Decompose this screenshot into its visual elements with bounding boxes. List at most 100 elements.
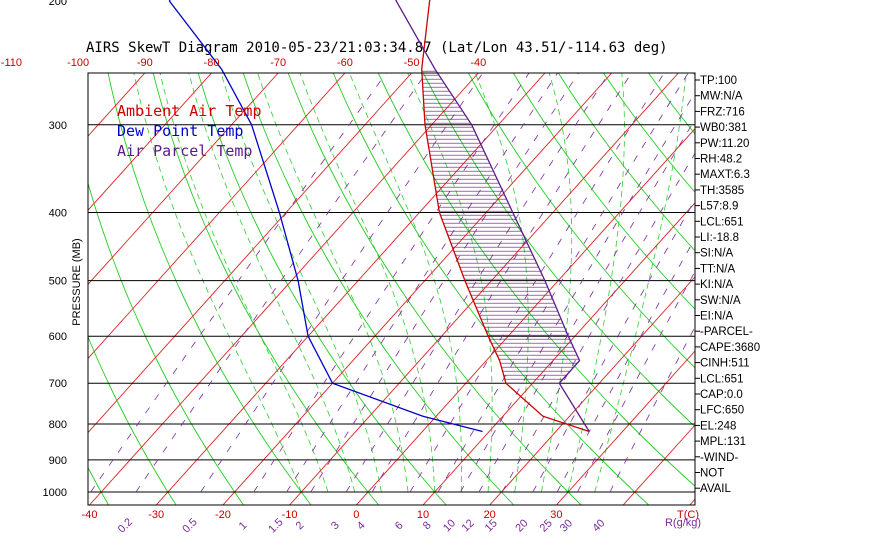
bottom-temp-tick-label: -40 [82, 509, 98, 521]
mixing-ratio-tick-label: 20 [513, 517, 530, 534]
mixing-ratio-tick-label: 0.5 [180, 516, 199, 535]
index-label: MAXT:6.3 [700, 169, 750, 181]
bottom-temp-tick-label: 10 [417, 509, 429, 521]
dry-adiabat-line [88, 335, 177, 505]
index-label: FRZ:716 [700, 106, 745, 118]
grid-layer [0, 73, 870, 505]
mixing-ratio-line [460, 92, 695, 493]
moist-adiabat-line [349, 73, 463, 492]
stability-indices: TP:100 MW:N/A FRZ:716 WB0:381 PW:11.20 RH:48.… [695, 75, 760, 495]
top-temp-tick-label: -50 [404, 57, 420, 69]
index-label: MPL:131 [700, 436, 746, 448]
isotherm-line [88, 73, 279, 286]
isotherm-line [422, 202, 695, 505]
index-label: LFC:650 [700, 405, 744, 417]
mixing-ratio-line [501, 152, 695, 493]
index-label: CAP:0.0 [700, 389, 743, 401]
mixing-ratio-tick-label: 40 [590, 517, 607, 534]
index-label: EI:N/A [700, 311, 734, 323]
dry-adiabat-line [88, 181, 244, 505]
bottom-temp-tick-label: -20 [215, 509, 231, 521]
dry-adiabat-line [558, 73, 695, 252]
isotherm-line [88, 73, 346, 360]
isotherm-line [556, 350, 695, 505]
index-label: SI:N/A [700, 248, 734, 260]
index-label: -WIND- [700, 452, 738, 464]
chart-legend: Ambient Air Temp Dew Point Temp Air Parcel… [117, 102, 262, 160]
index-label: PW:11.20 [700, 138, 749, 150]
mixing-ratio-line [90, 73, 387, 493]
top-temp-tick-label: -80 [204, 57, 220, 69]
mixing-ratio-line [371, 73, 632, 493]
moist-adiabat-line [299, 73, 436, 493]
isotherm-line [88, 73, 212, 211]
dry-adiabat-line [152, 73, 379, 505]
mixing-ratio-tick-label: 0.2 [116, 516, 135, 535]
dry-adiabat-line [242, 73, 515, 505]
pressure-tick-label: 200 [49, 0, 67, 8]
mixing-ratio-unit-label: R(g/kg) [665, 517, 701, 529]
moist-adiabat-line [133, 73, 302, 493]
bottom-temp-tick-label: 20 [484, 509, 496, 521]
x-axis-label: T(C) [677, 509, 699, 521]
isotherm-line [89, 73, 479, 505]
mixing-ratio-line [478, 118, 695, 493]
bottom-temp-tick-label: 30 [550, 509, 562, 521]
index-label: LCL:651 [700, 216, 743, 228]
pressure-tick-label: 500 [49, 276, 67, 288]
moist-adiabat-line [567, 73, 625, 493]
mixing-ratio-tick-label: 10 [441, 517, 458, 534]
dry-adiabat-line [0, 73, 41, 505]
pressure-tick-label: 600 [49, 331, 67, 343]
pressure-tick-label: 800 [49, 419, 67, 431]
pressure-tick-label: 700 [49, 378, 67, 390]
mixing-ratio-tick-label: 4 [355, 519, 368, 532]
bottom-temp-tick-label: -30 [148, 509, 164, 521]
top-temp-tick-label: -110 [1, 57, 22, 69]
pressure-tick-label: 300 [49, 120, 67, 132]
mixing-ratio-tick-label: 1 [237, 520, 250, 533]
parcel-temp-line [395, 0, 590, 432]
bottom-temperature-ticks: -40 -30 -20 -10 0 10 20 30 T(C) [82, 509, 699, 521]
moist-adiabat-line [407, 73, 493, 493]
top-temp-tick-label: -100 [67, 57, 89, 69]
top-temp-tick-label: -90 [137, 57, 153, 69]
index-label: TP:100 [700, 75, 737, 87]
cape-hatch [421, 70, 579, 384]
mixing-ratio-tick-label: 12 [460, 517, 477, 534]
dry-adiabat-line [377, 73, 695, 487]
index-label: KI:N/A [700, 279, 734, 291]
mixing-ratio-line [532, 198, 695, 493]
index-label: -PARCEL- [700, 326, 753, 338]
mixing-ratio-line [409, 73, 665, 493]
mixing-ratio-line [200, 73, 484, 493]
dry-adiabat-line [513, 73, 695, 310]
legend-entry: Ambient Air Temp [117, 102, 262, 120]
mixing-ratio-tick-label: 8 [421, 519, 434, 532]
mixing-ratio-line [345, 73, 610, 493]
mixing-ratio-ticks: 0.2 0.5 1 1.5 2 3 4 6 8 10 12 15 20 25 30 40 R(g/kg) [116, 516, 701, 535]
dry-adiabat-line [829, 73, 870, 505]
bottom-temp-tick-label: 0 [353, 509, 359, 521]
isotherm-line [222, 73, 613, 505]
dry-adiabat-line [88, 466, 109, 505]
dewpoint-temp-line [168, 0, 483, 433]
isotherm-line [0, 73, 78, 505]
dry-adiabat-line [107, 73, 312, 505]
index-label: L57:8.9 [700, 201, 738, 213]
bottom-temp-tick-label: -10 [282, 509, 298, 521]
pressure-tick-labels: 1002003004005006007008009001000 [43, 0, 67, 499]
dry-adiabat-line [784, 73, 870, 505]
pressure-tick-label: 1000 [43, 487, 67, 499]
index-label: CAPE:3680 [700, 342, 760, 354]
index-label: LI:-18.8 [700, 232, 739, 244]
moist-adiabat-line [159, 73, 329, 493]
dry-adiabat-line [332, 73, 650, 505]
mixing-ratio-line [286, 73, 559, 493]
isotherm-line [489, 276, 695, 505]
isotherm-line [355, 127, 695, 505]
dry-adiabat-line [287, 73, 582, 505]
index-label: RH:48.2 [700, 154, 742, 166]
index-label: MW:N/A [700, 91, 743, 103]
